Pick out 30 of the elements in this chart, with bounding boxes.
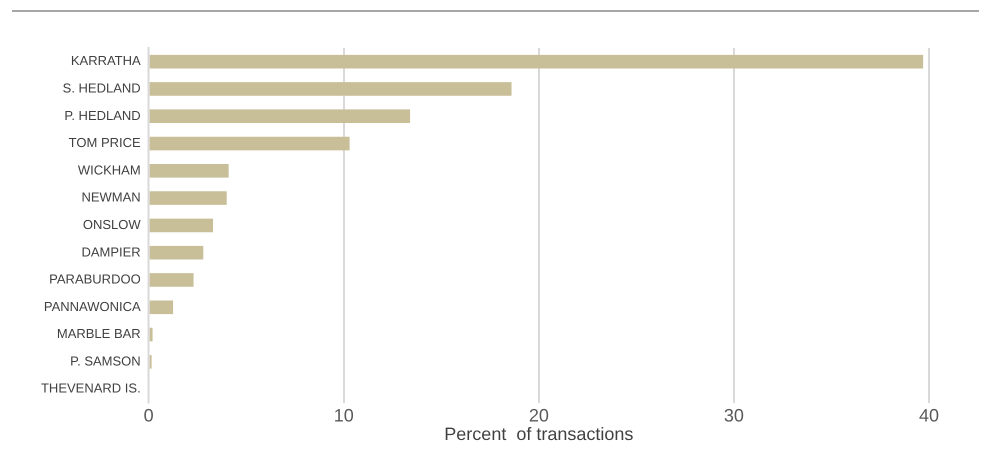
bar xyxy=(150,218,214,232)
bar xyxy=(150,136,350,150)
y-tick-label: ONSLOW xyxy=(82,216,142,232)
bar xyxy=(150,300,174,314)
y-tick-label: THEVENARD IS. xyxy=(40,380,141,396)
x-tick-label: 0 xyxy=(144,406,154,426)
bar xyxy=(150,109,410,124)
bar xyxy=(150,246,204,260)
y-tick-label: DAMPIER xyxy=(81,244,141,260)
y-tick-label: P. SAMSON xyxy=(70,353,141,368)
bar xyxy=(150,54,924,68)
y-tick-label: TOM PRICE xyxy=(68,135,141,150)
y-tick-label: PANNAWONICA xyxy=(44,298,141,314)
y-tick-label: S. HEDLAND xyxy=(62,80,141,96)
x-axis-title: Percent of transactions xyxy=(444,424,634,444)
y-tick-label: KARRATHA xyxy=(70,53,142,68)
x-tick-label: 20 xyxy=(528,406,549,426)
x-tick-label: 10 xyxy=(334,406,354,426)
y-tick-label: PARABURDOO xyxy=(49,272,141,287)
bar xyxy=(150,328,153,342)
x-tick-label: 40 xyxy=(918,406,940,426)
x-tick-label: 30 xyxy=(724,406,744,426)
y-tick-label: MARBLE BAR xyxy=(56,326,141,342)
bar xyxy=(150,191,227,205)
bar xyxy=(150,82,512,96)
y-tick-label: WICKHAM xyxy=(78,162,141,178)
y-tick-label: NEWMAN xyxy=(81,190,141,205)
bar xyxy=(150,164,229,178)
y-tick-label: P. HEDLAND xyxy=(64,108,141,123)
bar xyxy=(150,273,194,287)
